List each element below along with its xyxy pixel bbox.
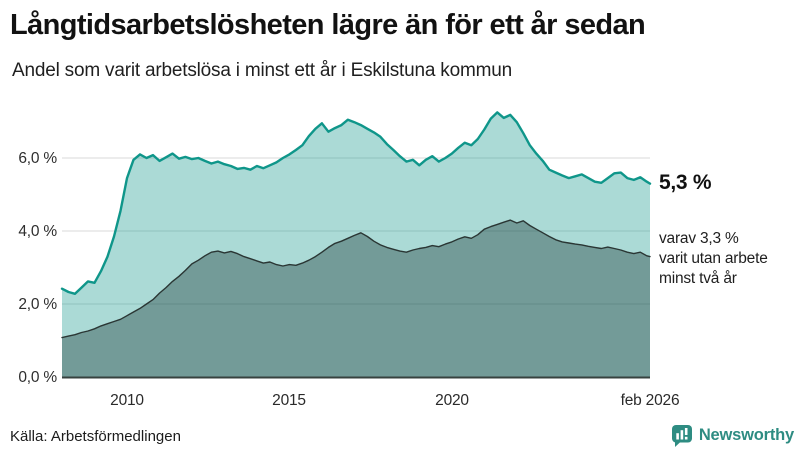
gridlines (62, 157, 650, 305)
line-unemployed-two-years (61, 219, 651, 339)
sub-annotation-line-1: varav 3,3 % (659, 230, 739, 247)
chart-subtitle: Andel som varit arbetslösa i minst ett å… (12, 60, 512, 81)
newsworthy-logo-icon (671, 425, 692, 447)
x-tick-2020: 2020 (435, 392, 469, 409)
y-tick-4: 4,0 % (18, 223, 57, 240)
line-unemployed-one-year (60, 111, 652, 295)
sub-annotation-line-3: minst två år (659, 270, 737, 287)
newsworthy-brand: Newsworthy (671, 424, 794, 447)
area-unemployed-two-years (62, 220, 650, 377)
y-tick-0: 0,0 % (18, 369, 57, 386)
chart-title: Långtidsarbetslösheten lägre än för ett … (10, 9, 646, 41)
newsworthy-logo-text: Newsworthy (698, 426, 794, 444)
x-tick-feb-2026: feb 2026 (620, 392, 680, 409)
latest-value-label: 5,3 % (659, 171, 712, 194)
x-tick-2015: 2015 (272, 392, 306, 409)
x-tick-2010: 2010 (110, 392, 144, 409)
area-unemployed-one-year (62, 112, 650, 378)
y-tick-6: 6,0 % (18, 150, 57, 167)
y-tick-2: 2,0 % (18, 296, 57, 313)
sub-annotation-line-2: varit utan arbete (659, 250, 768, 267)
source-credit: Källa: Arbetsförmedlingen (10, 428, 181, 445)
